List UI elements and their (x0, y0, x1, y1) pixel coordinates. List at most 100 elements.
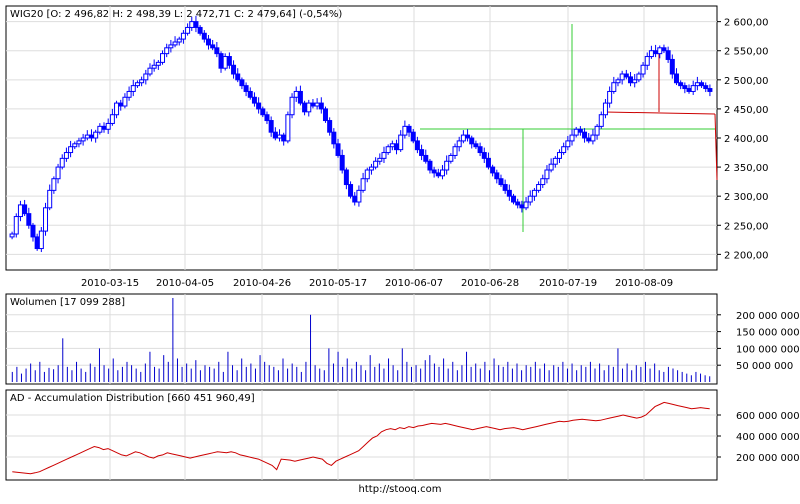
x-tick-label: 2010-08-09 (615, 278, 673, 289)
candle-body (582, 131, 588, 139)
candle-body (264, 114, 270, 122)
candle-body (531, 189, 537, 197)
candle-body (615, 79, 621, 84)
candle-body (398, 134, 404, 151)
candle-body (431, 169, 437, 174)
candle-body (88, 134, 94, 139)
candle-body (540, 178, 546, 186)
x-axis: 2010-03-15 2010-04-05 2010-04-26 2010-05-17… (81, 278, 673, 289)
candle-body (63, 152, 69, 159)
candle-body (327, 120, 333, 133)
volume-ytick-label: 50 000 000 (736, 361, 793, 372)
candle-body (126, 90, 132, 98)
candle-body (59, 157, 65, 168)
footer-link[interactable]: http://stooq.com (358, 484, 442, 495)
candle-body (281, 134, 287, 142)
candle-body (302, 102, 308, 113)
candle-body (490, 166, 496, 174)
candle-body (469, 137, 475, 145)
candle-body (707, 88, 713, 92)
candle-body (306, 102, 312, 113)
candle-body (180, 32, 186, 40)
candle-body (356, 189, 362, 203)
candle-body (268, 120, 274, 133)
price-ytick-label: 2 350,00 (724, 163, 769, 174)
candle-body (84, 134, 90, 139)
candle-body (201, 32, 207, 40)
candle-body (590, 134, 596, 142)
x-tick-label: 2010-05-17 (309, 278, 367, 289)
candle-body (682, 85, 688, 90)
volume-ytick-label: 100 000 000 (736, 344, 800, 355)
candle-body (544, 169, 550, 180)
candle-body (343, 169, 349, 186)
candle-body (297, 90, 303, 104)
candle-body (527, 195, 533, 203)
candle-body (43, 207, 49, 232)
candle-body (414, 140, 420, 151)
candle-body (164, 47, 170, 55)
candle-body (151, 64, 157, 69)
candle-body (473, 143, 479, 148)
ad-line (12, 401, 710, 475)
candle-body (368, 166, 374, 171)
candle-body (569, 134, 575, 142)
candle-body (172, 41, 178, 46)
candle-body (293, 90, 299, 98)
candle-body (235, 73, 241, 81)
candle-body (669, 58, 675, 75)
candle-body (335, 143, 341, 156)
candle-body (586, 137, 592, 142)
candle-body (515, 201, 521, 206)
price-grid (6, 6, 717, 270)
candle-body (678, 82, 684, 87)
candle-body (360, 178, 366, 191)
candle-body (611, 82, 617, 92)
candle-body (97, 125, 103, 133)
candle-body (251, 96, 257, 104)
price-panel-title: WIG20 [O: 2 496,82 H: 2 498,39 L: 2 472,… (10, 9, 342, 20)
candle-body (552, 157, 558, 165)
candle-body (214, 47, 220, 55)
candle-body (210, 44, 216, 49)
candle-body (314, 102, 320, 107)
ad-grid (6, 390, 717, 480)
candle-body (189, 21, 195, 28)
candle-body (644, 56, 650, 66)
candle-body (657, 47, 663, 55)
price-ytick-label: 2 550,00 (724, 47, 769, 58)
candle-body (636, 73, 642, 81)
red-drop-line (714, 113, 718, 181)
candle-body (502, 184, 508, 191)
candle-body (498, 178, 504, 186)
candle-body (632, 79, 638, 84)
candle-body (176, 38, 182, 43)
ad-ytick-label: 400 000 000 (736, 432, 800, 443)
candle-body (523, 201, 529, 209)
candle-body (419, 149, 425, 156)
volume-y-axis: 50 000 000 100 000 000 150 000 000 200 000 … (717, 311, 800, 372)
candle-body (536, 184, 542, 191)
candle-body (55, 166, 61, 180)
candle-body (38, 230, 44, 250)
candle-body (686, 88, 692, 92)
candle-body (80, 137, 86, 142)
candle-body (34, 236, 40, 250)
candle-body (389, 143, 395, 148)
candle-body (423, 154, 429, 162)
candle-body (460, 134, 466, 142)
candle-body (51, 178, 57, 191)
candle-body (118, 102, 124, 107)
x-tick-label: 2010-06-28 (461, 278, 519, 289)
candle-body (22, 204, 28, 215)
candle-body (205, 38, 211, 46)
price-ytick-label: 2 200,00 (724, 250, 769, 261)
candle-body (289, 96, 295, 116)
candle-body (13, 216, 19, 235)
candle-body (673, 73, 679, 84)
candle-body (506, 189, 512, 197)
candle-body (318, 102, 324, 110)
candle-body (339, 154, 345, 171)
